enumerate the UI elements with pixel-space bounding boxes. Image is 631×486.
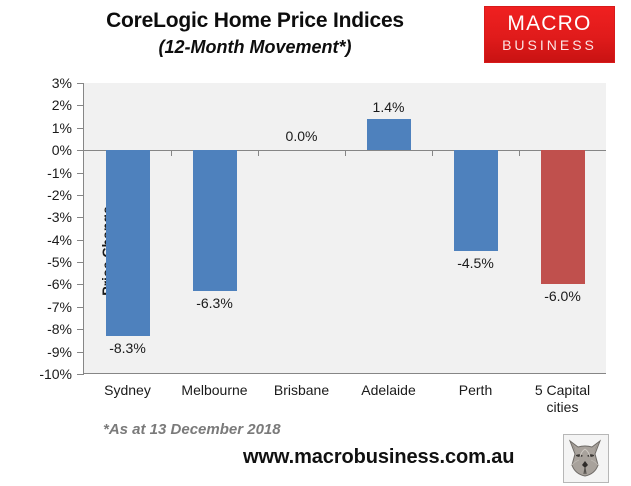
y-axis-tick-mark bbox=[77, 374, 83, 375]
y-axis-tick-label: -6% bbox=[47, 276, 72, 293]
x-axis-category-label: 5 Capital cities bbox=[534, 382, 591, 415]
bar-value-label: 1.4% bbox=[372, 98, 405, 115]
title-block: CoreLogic Home Price Indices (12-Month M… bbox=[40, 8, 470, 59]
y-axis-tick-label: 1% bbox=[51, 119, 72, 136]
bar-5-capital-cities bbox=[540, 150, 585, 285]
y-axis-line bbox=[83, 83, 84, 375]
y-axis-tick-label: -9% bbox=[47, 343, 72, 360]
y-axis-tick-mark bbox=[77, 284, 83, 286]
bar-value-label: 0.0% bbox=[285, 128, 318, 145]
y-axis-tick-label: -2% bbox=[47, 186, 72, 203]
y-axis-tick-label: 0% bbox=[51, 142, 72, 159]
logo-text-business: BUSINESS bbox=[502, 37, 597, 53]
fox-head-icon bbox=[563, 434, 609, 483]
bar-melbourne bbox=[192, 150, 237, 292]
y-axis-tick-mark bbox=[77, 127, 83, 129]
bar-value-label: -4.5% bbox=[457, 254, 494, 271]
macrobusiness-logo: MACRO BUSINESS bbox=[484, 6, 615, 63]
y-axis-tick-mark bbox=[77, 83, 83, 84]
website-url: www.macrobusiness.com.au bbox=[243, 446, 515, 468]
y-axis-tick-label: 2% bbox=[51, 97, 72, 114]
footnote: *As at 13 December 2018 bbox=[103, 421, 281, 438]
bar-value-label: -8.3% bbox=[109, 339, 146, 356]
x-axis-tick-mark bbox=[171, 150, 172, 157]
y-axis-tick-mark bbox=[77, 239, 83, 241]
y-axis-tick-label: -10% bbox=[39, 366, 72, 382]
y-axis-tick-label: -3% bbox=[47, 209, 72, 226]
y-axis-tick-mark bbox=[77, 172, 83, 174]
y-axis-tick-label: -5% bbox=[47, 254, 72, 271]
y-axis-tick-mark bbox=[77, 150, 83, 152]
x-axis-category-label: Sydney bbox=[104, 382, 151, 398]
x-axis-category-label: Brisbane bbox=[273, 382, 330, 398]
y-axis-tick-mark bbox=[77, 262, 83, 264]
x-axis-tick-mark bbox=[345, 150, 346, 157]
bar-value-label: -6.0% bbox=[544, 288, 581, 305]
bar-value-label: -6.3% bbox=[196, 295, 233, 312]
x-axis-tick-mark bbox=[519, 150, 520, 157]
y-axis-tick-label: -7% bbox=[47, 298, 72, 315]
y-axis-tick-label: 3% bbox=[51, 75, 72, 91]
logo-text-macro: MACRO bbox=[507, 12, 592, 35]
y-axis-tick-label: -8% bbox=[47, 321, 72, 338]
x-axis-category-label: Melbourne bbox=[181, 382, 248, 398]
y-axis-tick-mark bbox=[77, 105, 83, 107]
bar-perth bbox=[453, 150, 498, 251]
y-axis-tick-label: -1% bbox=[47, 164, 72, 181]
bar-sydney bbox=[105, 150, 150, 336]
bar-adelaide bbox=[366, 118, 411, 151]
y-axis-tick-label: -4% bbox=[47, 231, 72, 248]
y-axis-tick-mark bbox=[77, 306, 83, 308]
page-subtitle: (12-Month Movement*) bbox=[158, 37, 352, 57]
x-axis-tick-mark bbox=[258, 150, 259, 157]
y-axis-tick-mark bbox=[77, 351, 83, 353]
y-axis-tick-mark bbox=[77, 217, 83, 219]
y-axis-tick-mark bbox=[77, 194, 83, 196]
x-axis-line bbox=[84, 373, 606, 374]
x-axis-category-label: Perth bbox=[458, 382, 493, 398]
y-axis-tick-mark bbox=[77, 329, 83, 331]
x-axis-tick-mark bbox=[432, 150, 433, 157]
plot-area: Price Change -8.3%-6.3%0.0%1.4%-4.5%-6.0… bbox=[84, 83, 606, 374]
page-title: CoreLogic Home Price Indices bbox=[106, 9, 404, 32]
x-axis-category-label: Adelaide bbox=[361, 382, 416, 398]
